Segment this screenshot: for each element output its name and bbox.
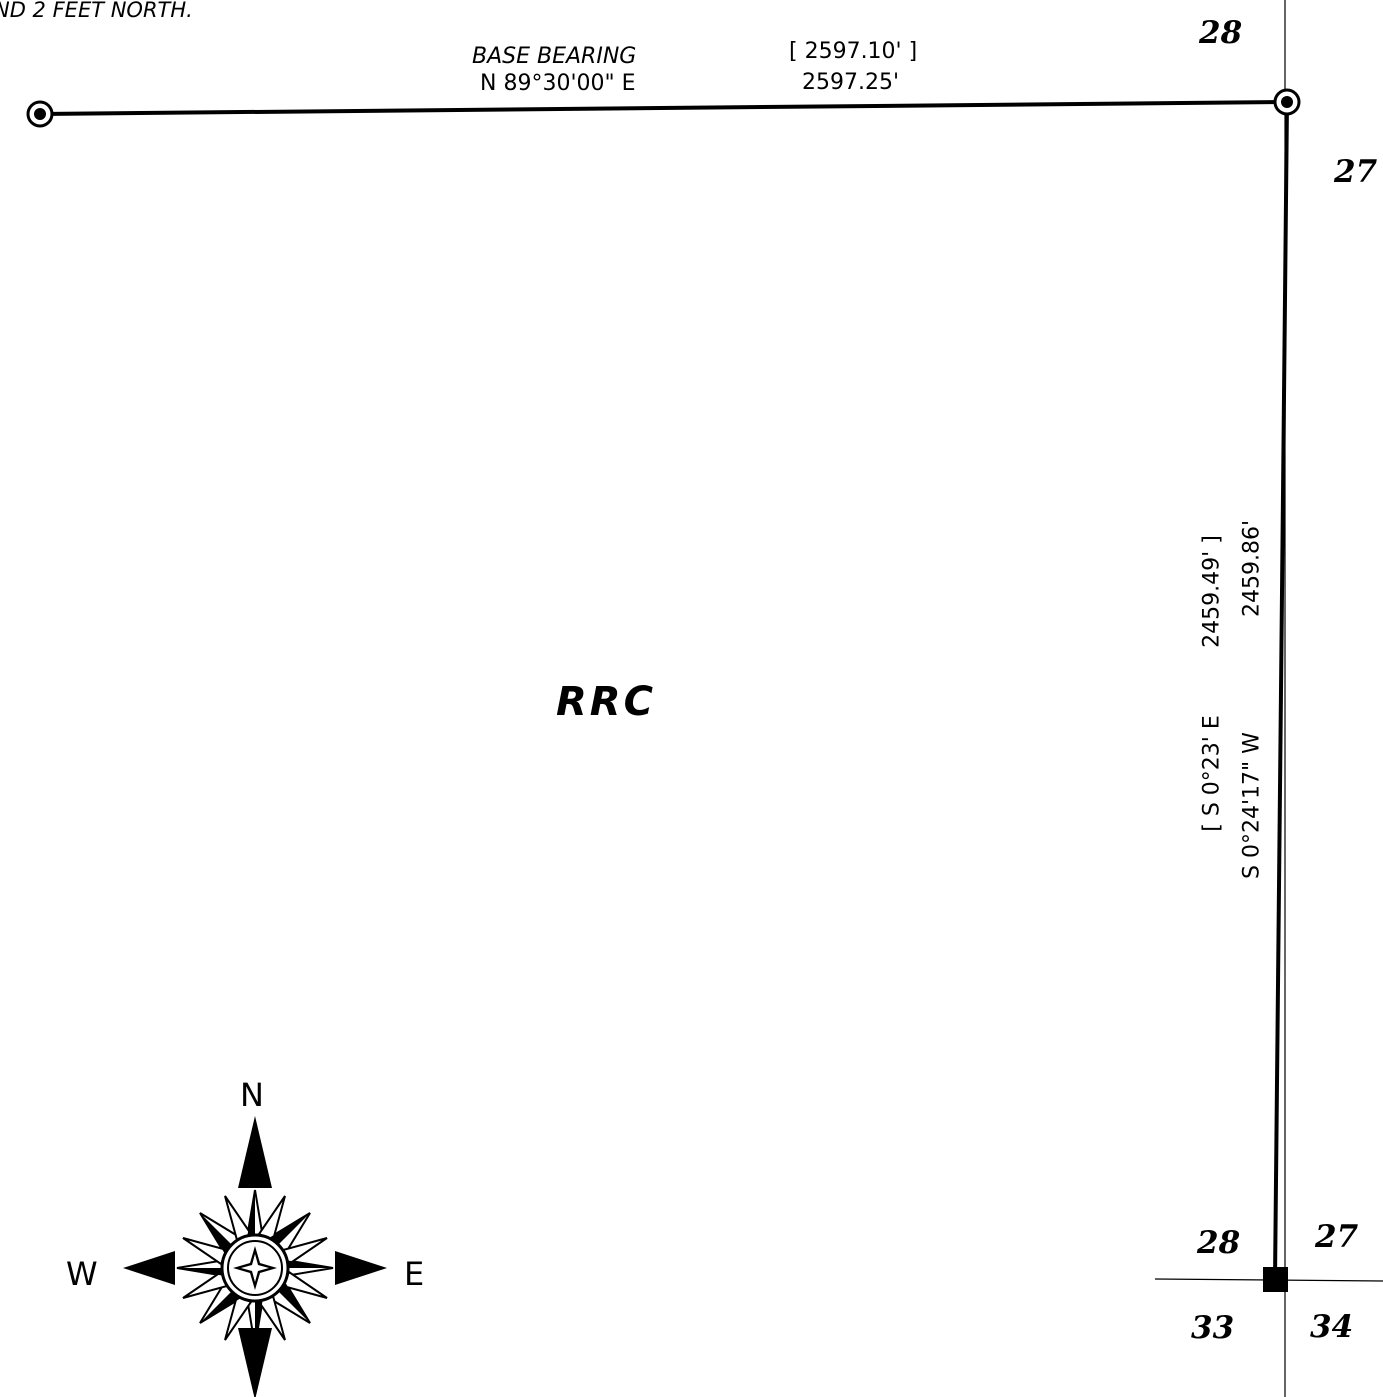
compass-east-label: E — [404, 1255, 425, 1293]
section-number-33: 33 — [1191, 1310, 1235, 1346]
section-number-28-corner: 28 — [1197, 1225, 1241, 1261]
east-measured-distance: 2459.86' — [1239, 519, 1265, 618]
east-record-distance: 2459.49' ] — [1199, 535, 1225, 648]
section-number-27-top: 27 — [1334, 154, 1378, 190]
parcel-label: RRC — [556, 679, 656, 725]
compass-west-label: W — [66, 1255, 98, 1293]
circle-dot-icon — [26, 100, 54, 128]
east-boundary-line — [1273, 101, 1289, 1280]
section-number-28-top: 28 — [1199, 15, 1243, 51]
circle-dot-icon — [1273, 88, 1301, 116]
base-bearing-line — [39, 100, 1288, 116]
base-record-distance: [ 2597.10' ] — [789, 39, 918, 64]
plat-note-fragment: ND 2 FEET NORTH. — [0, 0, 193, 22]
base-bearing-value: N 89°30'00" E — [480, 71, 636, 96]
base-measured-distance: 2597.25' — [802, 70, 900, 95]
compass-rose-icon — [123, 1116, 387, 1397]
base-bearing-label: BASE BEARING — [472, 44, 637, 69]
section-number-34: 34 — [1310, 1309, 1354, 1345]
section-number-27-corner: 27 — [1315, 1219, 1359, 1255]
filled-square-icon — [1263, 1267, 1288, 1292]
compass-north-label: N — [240, 1076, 264, 1114]
